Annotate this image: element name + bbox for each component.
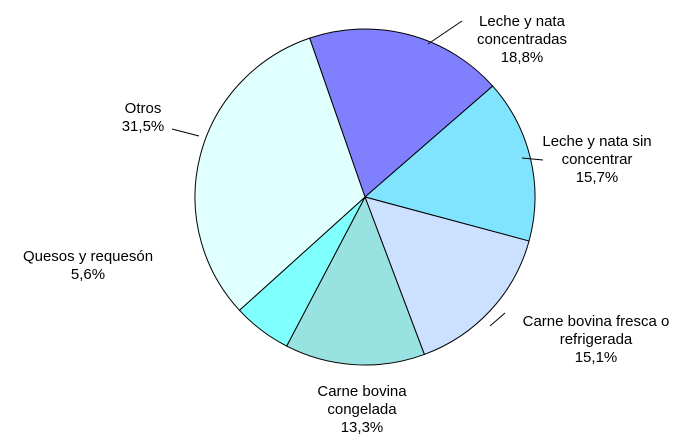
leader-line xyxy=(427,20,463,45)
slice-label: Carne bovina congelada 13,3% xyxy=(307,383,417,437)
category-name: Otros xyxy=(124,100,162,117)
category-name: Leche y nata concentradas xyxy=(476,13,568,48)
leader-line xyxy=(171,128,200,137)
category-name: Carne bovina fresca o refrigerada xyxy=(522,313,670,348)
pie-slice xyxy=(194,37,366,311)
leader-line xyxy=(489,312,506,327)
slice-label: Leche y nata sin concentrar 15,7% xyxy=(532,133,662,187)
value-label: 15,7% xyxy=(575,169,619,186)
value-label: 5,6% xyxy=(70,266,106,283)
category-name: Quesos y requesón xyxy=(22,248,154,265)
pie-slice xyxy=(364,196,530,356)
value-label: 18,8% xyxy=(500,49,544,66)
category-name: Carne bovina congelada xyxy=(317,383,407,418)
slice-label: Otros 31,5% xyxy=(103,100,183,136)
category-name: Leche y nata sin concentrar xyxy=(542,133,652,168)
value-label: 15,1% xyxy=(574,349,618,366)
leader-line xyxy=(521,157,544,161)
pie-slice xyxy=(309,28,494,198)
value-label: 13,3% xyxy=(340,419,384,436)
value-label: 31,5% xyxy=(121,118,165,135)
pie-slice xyxy=(285,195,426,366)
slice-label: Quesos y requesón 5,6% xyxy=(0,248,183,284)
slice-label: Leche y nata concentradas 18,8% xyxy=(462,13,582,67)
slice-label: Carne bovina fresca o refrigerada 15,1% xyxy=(511,313,681,367)
